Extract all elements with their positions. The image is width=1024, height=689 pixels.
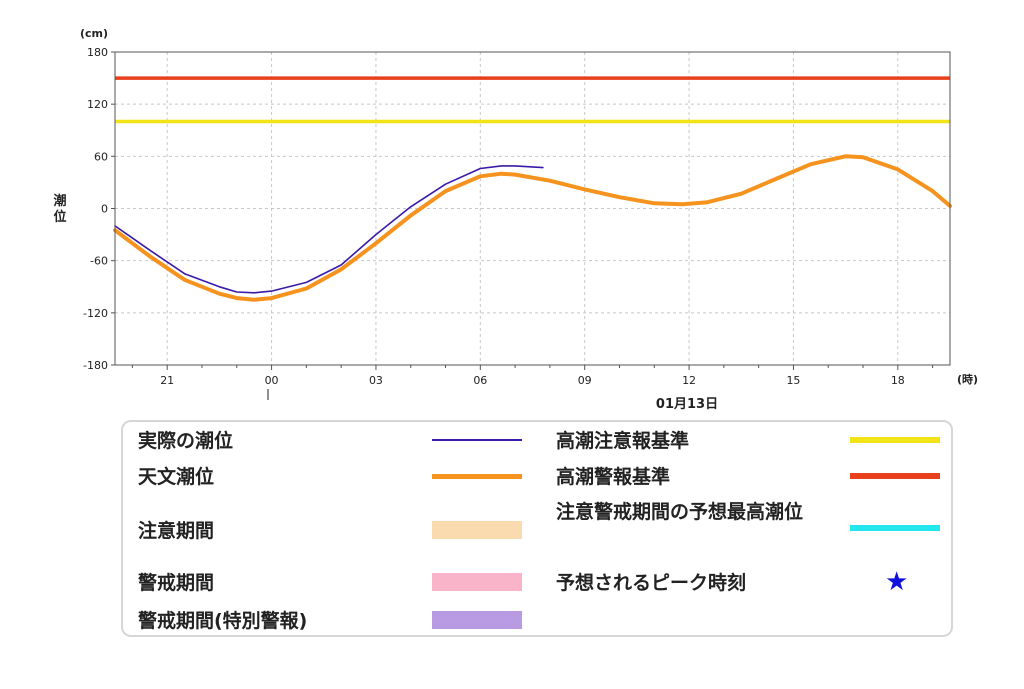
y-tick-label: 0 [101,203,108,216]
legend-label: 高潮警報基準 [556,466,671,488]
x-tick-label: 09 [578,374,592,387]
date-label: 01月13日 [656,397,718,412]
astronomical-tide-line [113,154,952,302]
legend-label: 実際の潮位 [138,430,234,452]
legend-swatch [850,437,940,443]
legend-swatch [850,473,940,479]
legend-swatch [432,473,522,479]
x-tick-label: 06 [473,374,487,387]
legend-label: 天文潮位 [138,466,215,488]
x-tick-label: 12 [682,374,696,387]
axes: 180 120 60 0 -60 -120 -180 21 00 03 06 09 12 15 18 [83,46,934,387]
legend-label: 高潮注意報基準 [556,430,690,452]
y-unit-label: (cm) [80,27,108,40]
x-tick-label: 00 [265,374,279,387]
y-tick-label: 180 [87,46,108,59]
legend-label: 注意警戒期間の予想最高潮位 [556,501,804,523]
series-lines [113,154,952,302]
legend-swatch [432,521,522,539]
y-tick-label: -120 [83,307,108,320]
legend-swatch [850,525,940,531]
x-tick-label: 21 [160,374,174,387]
y-tick-label: -60 [90,255,108,268]
y-tick-label: 120 [87,98,108,111]
x-tick-label: 18 [891,374,905,387]
legend-swatch [432,573,522,591]
legend-swatch [432,439,522,441]
threshold-lines [115,76,950,124]
x-unit-label: (時) [957,372,978,386]
x-tick-label: 15 [786,374,800,387]
legend-label: 警戒期間 [138,572,215,594]
legend-label: 注意期間 [138,520,215,542]
y-tick-label: 60 [94,150,108,163]
tide-chart: 180 120 60 0 -60 -120 -180 21 00 03 06 09 12 15 18 (cm… [53,27,978,412]
legend: 実際の潮位天文潮位注意期間警戒期間警戒期間(特別警報) 高潮注意報基準 高潮警報基準… [121,420,953,637]
x-tick-label: 03 [369,374,383,387]
y-tick-label: -180 [83,359,108,372]
legend-label: 警戒期間(特別警報) [138,610,308,632]
star-icon: ★ [885,567,909,597]
legend-label: 予想されるピーク時刻 [556,572,747,594]
legend-swatch [432,611,522,629]
grid [115,52,950,365]
observed-tide-line [114,165,544,294]
y-axis-label: 潮位 [53,193,66,225]
